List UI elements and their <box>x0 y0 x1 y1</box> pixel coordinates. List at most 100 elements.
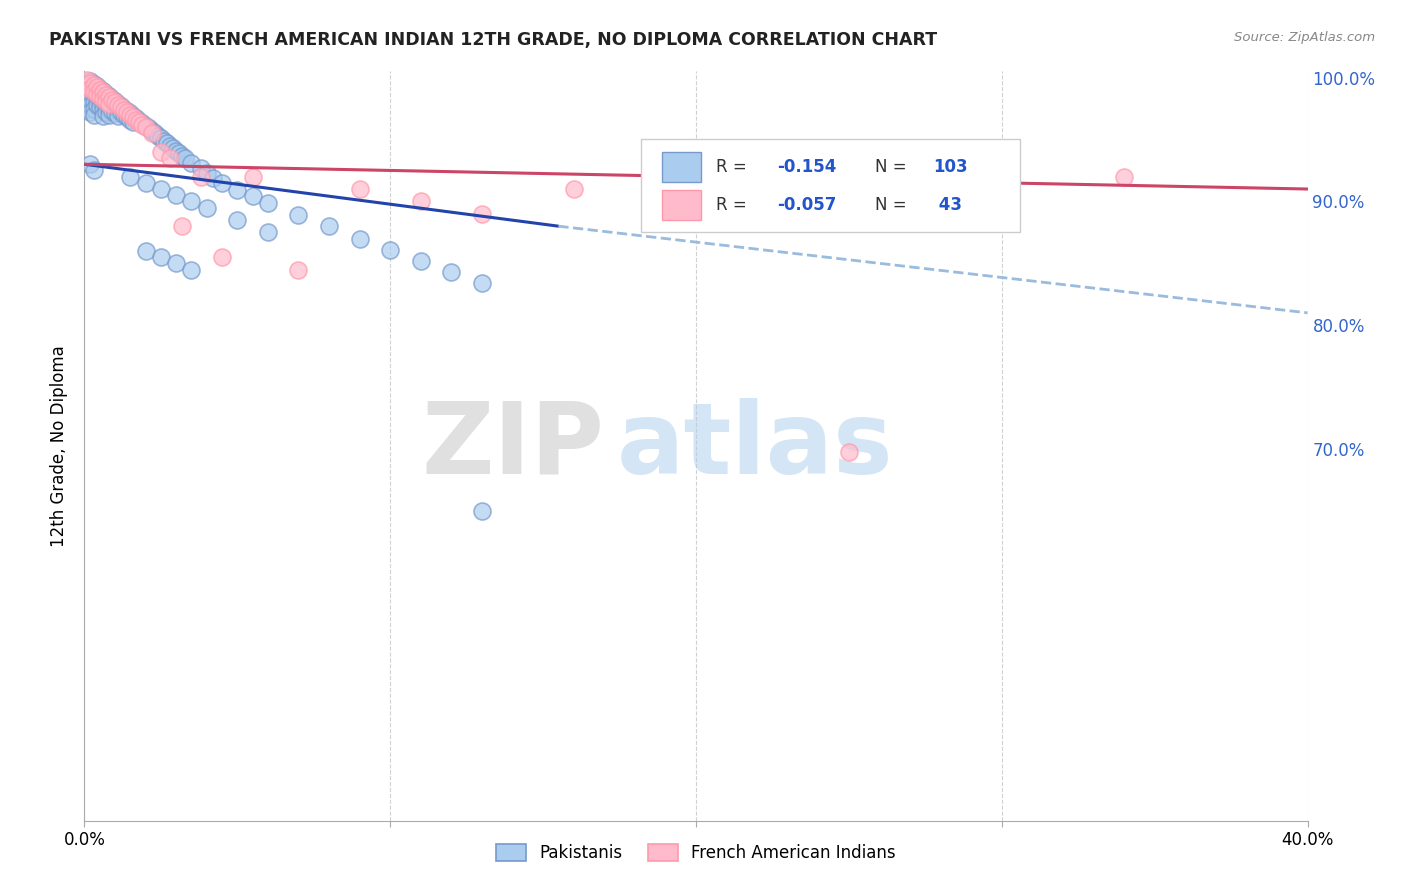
Point <box>159 138 181 153</box>
Point <box>135 244 157 258</box>
Bar <box>662 152 700 181</box>
Text: Source: ZipAtlas.com: Source: ZipAtlas.com <box>1234 31 1375 45</box>
Y-axis label: 12th Grade, No Diploma: 12th Grade, No Diploma <box>49 345 67 547</box>
Point <box>107 96 129 111</box>
Point <box>115 105 138 120</box>
Point <box>149 131 172 145</box>
Point <box>287 262 309 277</box>
Point <box>91 109 114 123</box>
Point <box>135 119 157 133</box>
Point <box>120 106 142 120</box>
Point <box>104 95 127 110</box>
Point <box>226 213 249 227</box>
Text: R =: R = <box>716 195 752 214</box>
Point <box>562 182 585 196</box>
Point <box>94 87 117 102</box>
Point <box>91 92 114 106</box>
Point <box>318 219 340 234</box>
Point <box>257 225 280 239</box>
Point <box>1114 169 1136 184</box>
Point <box>190 161 212 175</box>
Point <box>83 78 105 92</box>
Point <box>89 100 111 114</box>
Point <box>122 115 145 129</box>
Point <box>128 114 150 128</box>
Point <box>112 108 135 122</box>
Point <box>167 146 190 161</box>
Point <box>128 115 150 129</box>
Point <box>94 94 117 108</box>
Point <box>83 84 105 98</box>
Point <box>79 97 101 112</box>
Point <box>94 105 117 120</box>
Point <box>471 276 494 290</box>
Point <box>91 84 114 98</box>
Point <box>76 102 98 116</box>
Point <box>440 265 463 279</box>
Point <box>79 79 101 94</box>
Point <box>143 126 166 140</box>
Point <box>110 105 132 120</box>
Point <box>86 87 108 101</box>
Point <box>79 157 101 171</box>
Point <box>79 74 101 88</box>
Point <box>195 166 218 180</box>
Point <box>149 145 172 159</box>
Point <box>172 148 194 162</box>
Point <box>97 102 120 116</box>
Point <box>112 102 135 116</box>
Point <box>110 100 132 114</box>
Point <box>349 182 371 196</box>
Point <box>141 126 163 140</box>
Point <box>471 504 494 518</box>
Text: -0.057: -0.057 <box>776 195 837 214</box>
Point <box>89 87 111 102</box>
Point <box>91 86 114 100</box>
Point <box>135 176 157 190</box>
Bar <box>662 190 700 219</box>
Point <box>149 182 172 196</box>
Point <box>125 112 148 126</box>
Point <box>115 103 138 118</box>
Point <box>115 110 138 124</box>
Point <box>138 121 160 136</box>
Point <box>91 103 114 117</box>
Point <box>112 103 135 117</box>
Point <box>165 188 187 202</box>
Point <box>104 100 127 114</box>
Point <box>101 103 124 118</box>
Point <box>195 201 218 215</box>
Point <box>101 93 124 107</box>
Point <box>471 207 494 221</box>
Point <box>135 120 157 134</box>
Point <box>79 86 101 100</box>
Text: N =: N = <box>875 195 911 214</box>
Point <box>89 89 111 103</box>
Point <box>409 194 432 209</box>
Point <box>172 219 194 234</box>
Point <box>146 128 169 143</box>
Point <box>654 201 676 215</box>
Point <box>86 97 108 112</box>
Point <box>86 86 108 100</box>
Point <box>838 444 860 458</box>
Text: N =: N = <box>875 158 911 176</box>
Point <box>165 144 187 158</box>
Point <box>211 176 233 190</box>
Point <box>107 103 129 117</box>
Point <box>91 96 114 111</box>
Point <box>120 112 142 127</box>
Point <box>83 83 105 97</box>
Text: 43: 43 <box>934 195 962 214</box>
Point <box>120 108 142 122</box>
Point <box>156 136 179 151</box>
Text: atlas: atlas <box>616 398 893 494</box>
Point <box>159 151 181 165</box>
Point <box>86 92 108 106</box>
Point <box>97 108 120 122</box>
Point <box>107 97 129 112</box>
Point <box>86 79 108 94</box>
Point <box>104 106 127 120</box>
Point <box>211 250 233 264</box>
Point <box>97 89 120 103</box>
